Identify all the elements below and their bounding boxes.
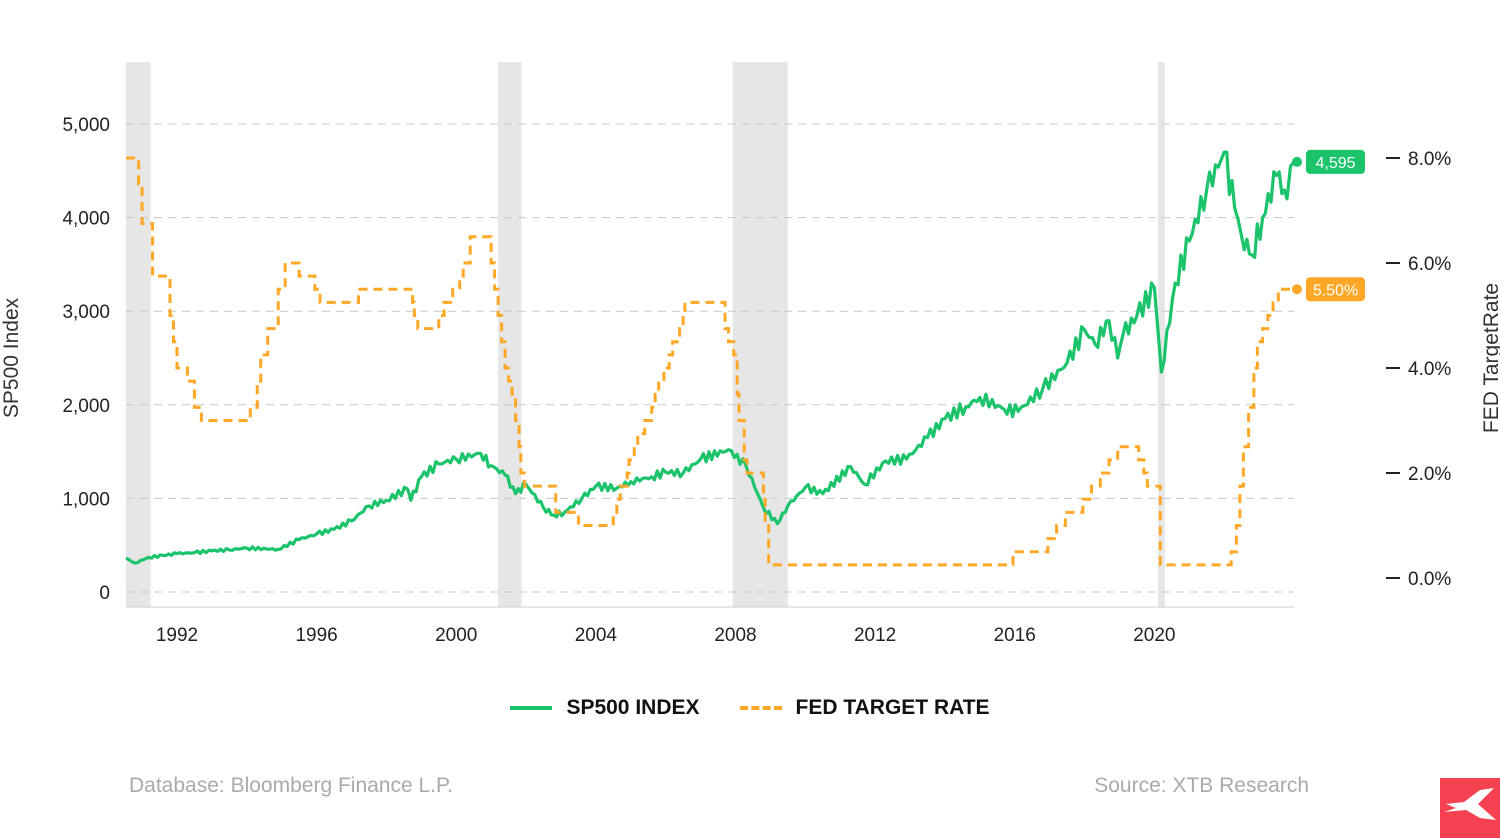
left-tick-label: 2,000: [62, 396, 110, 417]
recession-band: [732, 62, 788, 607]
legend-label-fed-rate: FED TARGET RATE: [795, 696, 990, 719]
xtb-logo: [1440, 778, 1500, 838]
left-tick-label: 1,000: [62, 489, 110, 510]
left-axis-title: SP500 Index: [0, 297, 23, 418]
legend-item-fed-rate[interactable]: FED TARGET RATE: [739, 696, 990, 720]
left-tick-label: 4,000: [62, 209, 110, 230]
fed-rate-line: [126, 156, 1294, 567]
x-tick-label: 2000: [435, 625, 477, 646]
sp500-last-value: 4,595: [1315, 155, 1355, 172]
footer-database: Database: Bloomberg Finance L.P.: [129, 774, 454, 797]
sp500-last-badge: [1306, 149, 1365, 174]
legend-swatch-sp500: [510, 706, 553, 710]
right-tick-label: 0.0%: [1408, 569, 1451, 590]
right-axis-title: FED TargetRate: [1480, 283, 1500, 433]
right-tick-label: 2.0%: [1408, 464, 1451, 485]
sp500-end-marker: [1292, 156, 1302, 167]
xtb-x-icon: [1444, 788, 1496, 820]
x-tick-label: 2004: [575, 625, 618, 646]
right-tick-label: 4.0%: [1408, 359, 1451, 380]
x-tick-label: 2016: [994, 625, 1036, 646]
legend: SP500 INDEX FED TARGET RATE: [0, 696, 1500, 720]
right-tick-label: 6.0%: [1408, 254, 1451, 275]
left-tick-label: 3,000: [62, 302, 110, 323]
fed-rate-last-badge: [1306, 277, 1365, 302]
x-tick-label: 1992: [156, 625, 198, 646]
right-tick-label: 8.0%: [1408, 149, 1451, 170]
recession-band: [1157, 62, 1165, 607]
x-tick-label: 2020: [1133, 625, 1175, 646]
legend-item-sp500[interactable]: SP500 INDEX: [510, 696, 700, 720]
left-tick-label: 5,000: [62, 115, 110, 136]
left-tick-label: 0: [99, 583, 110, 604]
sp500-line: [125, 150, 1296, 565]
legend-swatch-fed-rate: [739, 706, 782, 710]
legend-label-sp500: SP500 INDEX: [566, 696, 700, 719]
x-tick-label: 1996: [295, 625, 337, 646]
recession-band: [498, 62, 522, 607]
x-tick-label: 2008: [714, 625, 756, 646]
fed-rate-last-value: 5.50%: [1313, 282, 1358, 299]
fed-rate-end-marker: [1292, 284, 1302, 295]
recession-band: [126, 62, 151, 607]
x-tick-label: 2012: [854, 625, 896, 646]
footer-source: Source: XTB Research: [1094, 774, 1309, 797]
